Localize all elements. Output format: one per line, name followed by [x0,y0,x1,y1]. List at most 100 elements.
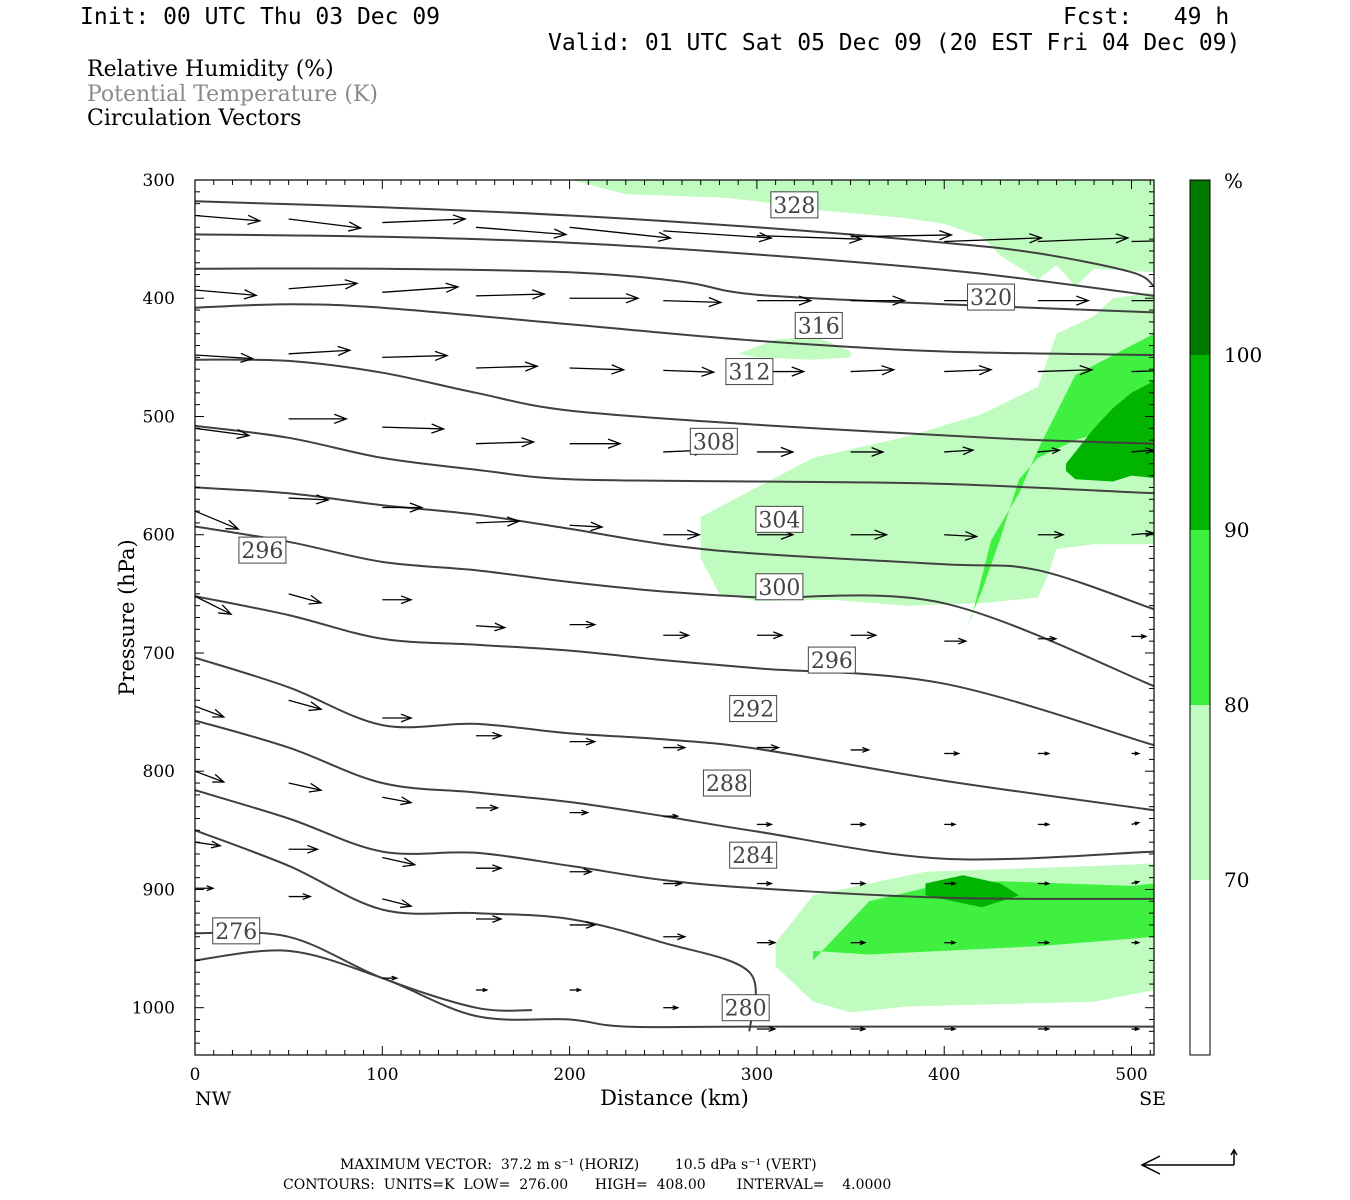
wind-vector [288,345,352,357]
wind-vector-head [611,364,626,375]
wind-vector [944,822,957,827]
contour-label-text: 320 [970,286,1012,311]
wind-vector [569,868,594,876]
x-right-direction: SE [1139,1088,1166,1110]
wind-vector [195,885,215,892]
contour-label: 296 [238,536,287,564]
wind-vector-head [581,809,590,816]
wind-vector-head [1134,940,1141,945]
wind-vector-head [677,933,687,941]
wind-vector-shaft [663,230,772,239]
wind-vector-head [553,228,568,239]
wind-vector-shaft [382,354,448,359]
contour-label: 328 [770,191,819,219]
wind-vector [1131,751,1141,756]
wind-vector-head [1145,447,1154,455]
wind-vector-head [950,1026,957,1032]
y-axis-title: Pressure (hPa) [115,539,139,695]
wind-vector [1131,370,1154,373]
wind-vector-shaft [382,796,412,804]
wind-vector-shaft [1131,370,1154,373]
colorbar-level-label: 90 [1224,518,1249,542]
colorbar-level-label: 70 [1224,868,1249,892]
contour-label-text: 276 [215,920,257,945]
wind-vector [475,437,536,448]
legend-potential-temperature: Potential Temperature (K) [87,82,378,107]
wind-vector [663,744,687,752]
colorbar: 70 80 90 100% [1189,169,1262,1056]
contour-label-text: 296 [241,539,283,564]
isentrope-line [195,719,1154,861]
wind-vector-shaft [569,226,671,239]
reference-vector-icon [1140,1148,1238,1175]
wind-vector-head [585,737,597,746]
wind-vector-head [218,604,233,616]
contour-label-box [725,358,774,386]
humidity-region-70 [571,180,1154,287]
wind-vector-head [1054,530,1065,539]
wind-vector-head [1044,940,1051,945]
contour-label-box [689,427,738,455]
contour-label-text: 280 [725,997,767,1022]
wind-vector-head [859,1026,867,1032]
wind-vector [850,746,871,753]
wind-vector [944,637,968,645]
wind-vector [195,352,255,364]
wind-vector [195,427,251,440]
contour-label-text: 296 [811,649,853,674]
wind-vector [850,1026,867,1032]
contour-label-box [729,841,778,869]
max-vector-note: MAXIMUM VECTOR: 37.2 m s⁻¹ (HORIZ) 10.5 … [340,1157,817,1173]
isentrope-line [195,200,1154,288]
wind-vector [569,364,626,375]
wind-vector-head [391,975,399,981]
wind-vector [944,750,961,757]
wind-vector-shaft [382,426,444,430]
legend-relative-humidity: Relative Humidity (%) [87,57,334,82]
x-tick-label: 500 [1115,1065,1147,1085]
wind-vector-head [308,782,323,793]
contour-label-box [807,646,856,674]
wind-vector [288,279,359,290]
wind-vector [195,595,233,616]
wind-vector-shaft [850,369,894,373]
wind-vector-head [708,296,723,308]
y-tick-label: 800 [143,762,175,782]
wind-vector-shaft [288,497,329,501]
wind-vector-head [687,529,702,540]
wind-vector [1131,530,1154,538]
wind-vector-head [672,1005,680,1011]
wind-vector [382,214,467,225]
wind-vector-shaft [1131,240,1154,243]
humidity-region-70 [700,292,1154,606]
wind-vector-head [674,880,684,887]
wind-vector-head [1079,364,1094,376]
wind-vector [756,744,781,752]
isentrope-line [195,424,1154,495]
wind-vector [756,821,774,827]
wind-vector [663,529,702,540]
wind-vector-head [1044,1026,1051,1032]
y-tick-label: 700 [143,644,175,664]
wind-vector-shaft [195,595,232,615]
wind-vector-head [770,744,781,752]
wind-vector [195,840,223,849]
wind-vector-head [225,519,240,530]
contour-label-text: 300 [758,576,800,601]
wind-vector-shaft [475,520,520,524]
wind-vector-head [400,713,413,723]
contour-label-box [794,311,843,339]
isentrope-line [195,789,1154,900]
wind-vector-head [212,773,226,783]
wind-vector-head [585,920,597,929]
wind-vector-head [677,744,687,752]
contour-label: 280 [721,994,770,1022]
contour-label-box [721,994,770,1022]
wind-vector [944,1026,957,1032]
wind-vector-shaft [195,354,253,360]
colorbar-level-label: 80 [1224,693,1249,717]
wind-vector [288,494,331,505]
contour-label: 312 [725,358,774,386]
wind-vector-shaft [195,510,239,530]
